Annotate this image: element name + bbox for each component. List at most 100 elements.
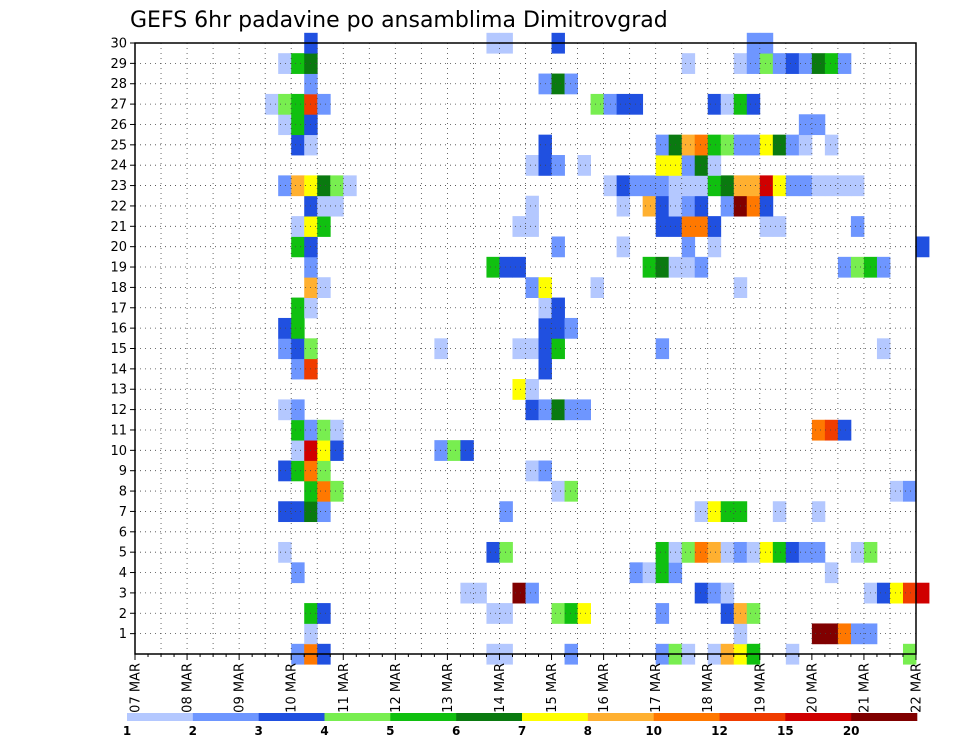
precip-cell xyxy=(681,134,696,156)
colorbar-segment xyxy=(851,713,918,721)
precip-cell xyxy=(616,175,631,197)
y-tick-label: 16 xyxy=(110,322,127,337)
precip-cell xyxy=(837,53,852,74)
y-tick-label: 28 xyxy=(110,77,127,92)
precip-cell xyxy=(343,175,357,197)
precip-cell xyxy=(681,216,696,237)
x-axis-ticks: 07 MAR 08 MAR 09 MAR 10 MAR 11 MAR 12 MAR 13 M… xyxy=(129,654,925,713)
precip-cell xyxy=(785,175,800,197)
precip-cell xyxy=(642,562,657,584)
precip-cell xyxy=(850,541,865,563)
precip-cell xyxy=(291,562,305,584)
precip-cell xyxy=(824,623,839,645)
precip-cell xyxy=(772,501,787,523)
y-tick-label: 3 xyxy=(119,586,127,601)
precip-cell xyxy=(551,399,565,421)
precip-cell xyxy=(486,603,500,624)
colorbar-segment xyxy=(719,713,786,721)
x-tick-label: 20 MAR xyxy=(805,663,820,713)
precip-cell xyxy=(291,216,305,237)
precip-cell xyxy=(694,541,709,563)
x-tick-label: 12 MAR xyxy=(389,663,404,713)
precip-cell xyxy=(655,562,670,584)
precip-cell xyxy=(694,501,709,523)
precip-cell xyxy=(551,317,565,339)
precip-cell xyxy=(525,338,539,360)
precip-cell xyxy=(525,155,539,176)
y-tick-label: 18 xyxy=(110,281,127,296)
precip-cell xyxy=(564,399,578,421)
colorbar-segment xyxy=(653,713,720,721)
precip-cell xyxy=(278,93,292,115)
precip-cell xyxy=(551,236,565,258)
precip-cell xyxy=(564,603,578,624)
y-axis-ticks: 1234567891011121314151617181920212223242… xyxy=(110,37,135,642)
precip-cell xyxy=(590,93,604,115)
precip-cell xyxy=(694,216,709,237)
precip-cell xyxy=(512,582,526,604)
precipitation-cells xyxy=(265,32,930,665)
precip-cell xyxy=(317,419,331,441)
precip-cell xyxy=(525,460,539,482)
precip-cell xyxy=(291,175,305,197)
precip-cell xyxy=(616,93,631,115)
precip-cell xyxy=(694,582,709,604)
precip-cell xyxy=(681,236,696,258)
precip-cell xyxy=(512,256,526,278)
y-tick-label: 9 xyxy=(119,464,127,479)
precip-cell xyxy=(330,440,344,461)
precip-cell xyxy=(525,216,539,237)
precip-cell xyxy=(642,175,657,197)
precip-cell xyxy=(694,155,709,176)
precip-cell xyxy=(317,480,331,502)
y-tick-label: 20 xyxy=(110,240,127,255)
precip-cell xyxy=(291,338,305,360)
precip-cell xyxy=(291,440,305,461)
precip-cell xyxy=(772,53,787,74)
precip-cell xyxy=(746,175,761,197)
x-tick-label: 10 MAR xyxy=(285,663,300,713)
precip-cell xyxy=(486,256,500,278)
precip-cell xyxy=(811,501,826,523)
precip-cell xyxy=(681,195,696,217)
precip-cell xyxy=(759,53,774,74)
precip-cell xyxy=(434,440,448,461)
precip-cell xyxy=(720,195,735,217)
precip-cell xyxy=(759,134,774,156)
precip-cell xyxy=(590,277,604,298)
precip-cell xyxy=(460,582,474,604)
precip-cell xyxy=(499,541,513,563)
precip-cell xyxy=(525,277,539,298)
precip-cell xyxy=(278,175,292,197)
precip-cell xyxy=(551,338,565,360)
y-tick-label: 25 xyxy=(110,138,127,153)
precip-cell xyxy=(629,93,644,115)
y-tick-label: 13 xyxy=(110,383,127,398)
precip-cell xyxy=(512,216,526,237)
precip-cell xyxy=(291,114,305,136)
precip-cell xyxy=(577,603,591,624)
precip-cell xyxy=(317,93,331,115)
x-tick-label: 18 MAR xyxy=(701,663,716,713)
y-tick-label: 10 xyxy=(110,444,127,459)
x-tick-label: 21 MAR xyxy=(857,663,872,713)
y-tick-label: 11 xyxy=(110,423,127,438)
precip-cell xyxy=(902,480,917,502)
colorbar-label: 1 xyxy=(123,724,131,738)
x-tick-label: 19 MAR xyxy=(753,663,768,713)
y-tick-label: 14 xyxy=(110,362,127,377)
colorbar-label: 3 xyxy=(254,724,262,738)
precip-cell xyxy=(291,93,305,115)
precip-cell xyxy=(655,134,670,156)
grid-lines xyxy=(135,43,916,654)
precip-cell xyxy=(525,399,539,421)
precip-cell xyxy=(577,155,591,176)
precip-cell xyxy=(876,582,891,604)
x-tick-label: 11 MAR xyxy=(337,663,352,713)
precip-cell xyxy=(512,379,526,400)
y-tick-label: 19 xyxy=(110,261,127,276)
precip-cell xyxy=(317,216,331,237)
y-tick-label: 22 xyxy=(110,199,127,214)
precip-cell xyxy=(291,236,305,258)
precip-cell xyxy=(291,317,305,339)
